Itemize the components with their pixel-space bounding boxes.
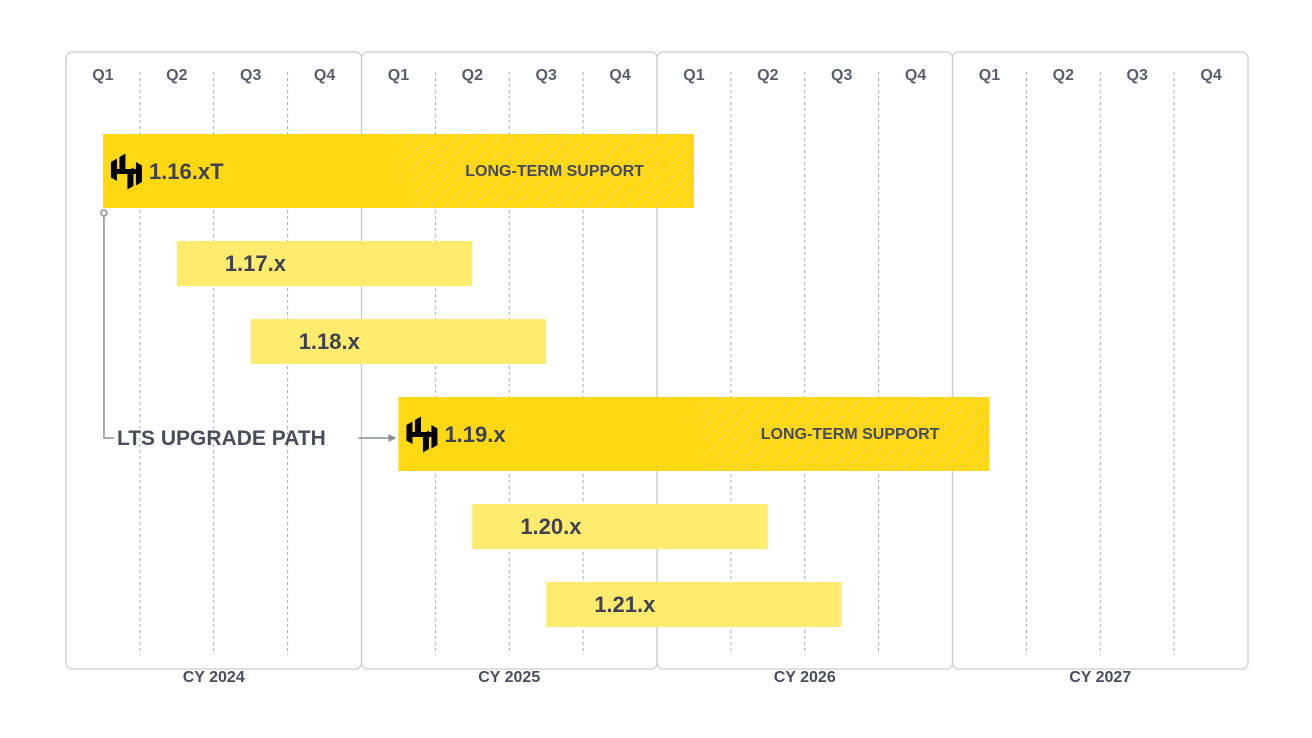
quarter-label: Q1 — [388, 67, 409, 84]
quarter-label: Q1 — [979, 67, 1000, 84]
quarter-label: Q3 — [536, 67, 557, 84]
release-bar-fill — [250, 319, 547, 364]
year-label: CY 2026 — [774, 669, 836, 686]
hashicorp-logo-icon — [406, 416, 438, 453]
quarter-label: Q4 — [609, 67, 630, 84]
release-bar-1-18-x: 1.18.x — [250, 319, 547, 364]
release-bar-1-16-xT: 1.16.xT LONG-TERM SUPPORT — [102, 134, 694, 208]
quarter-label: Q4 — [1200, 67, 1221, 84]
upgrade-path-origin-dot — [100, 209, 108, 217]
lts-hatch-region — [693, 397, 990, 471]
quarter-label: Q4 — [905, 67, 926, 84]
quarter-label: Q3 — [831, 67, 852, 84]
lts-label: LONG-TERM SUPPORT — [761, 426, 940, 443]
quarter-label: Q1 — [683, 67, 704, 84]
release-bar-1-20-x: 1.20.x — [472, 504, 768, 549]
quarter-label: Q3 — [1127, 67, 1148, 84]
release-version-label: 1.19.x — [444, 422, 506, 447]
release-bar-1-19-x: 1.19.x LONG-TERM SUPPORT — [398, 397, 990, 471]
release-version-label: 1.16.xT — [149, 159, 224, 184]
release-version-label: 1.20.x — [520, 514, 582, 539]
quarter-label: Q3 — [240, 67, 261, 84]
upgrade-path-label: LTS UPGRADE PATH — [117, 427, 326, 450]
year-label: CY 2025 — [478, 669, 540, 686]
release-version-label: 1.17.x — [225, 251, 287, 276]
year-label: CY 2027 — [1069, 669, 1131, 686]
quarter-label: Q4 — [314, 67, 335, 84]
quarter-label: Q2 — [757, 67, 778, 84]
lts-hatch-region — [398, 134, 694, 208]
year-panel-frame — [951, 51, 1249, 670]
year-panel: Q1 Q2 Q3 Q4 CY 2027 — [951, 51, 1249, 686]
upgrade-path-arrowhead-icon — [388, 434, 397, 442]
release-bar-fill — [546, 582, 842, 627]
hashicorp-logo-icon — [110, 153, 142, 190]
year-label: CY 2024 — [183, 669, 245, 686]
release-bar-fill — [176, 241, 473, 286]
lts-label: LONG-TERM SUPPORT — [465, 163, 644, 180]
release-version-label: 1.21.x — [594, 592, 656, 617]
quarter-label: Q2 — [462, 67, 483, 84]
release-bar-fill — [472, 504, 768, 549]
quarter-label: Q2 — [166, 67, 187, 84]
release-version-label: 1.18.x — [299, 329, 361, 354]
quarter-label: Q1 — [92, 67, 113, 84]
quarter-label: Q2 — [1053, 67, 1074, 84]
upgrade-path-line — [103, 216, 114, 439]
release-bar-1-21-x: 1.21.x — [546, 582, 842, 627]
release-bar-1-17-x: 1.17.x — [176, 241, 473, 286]
